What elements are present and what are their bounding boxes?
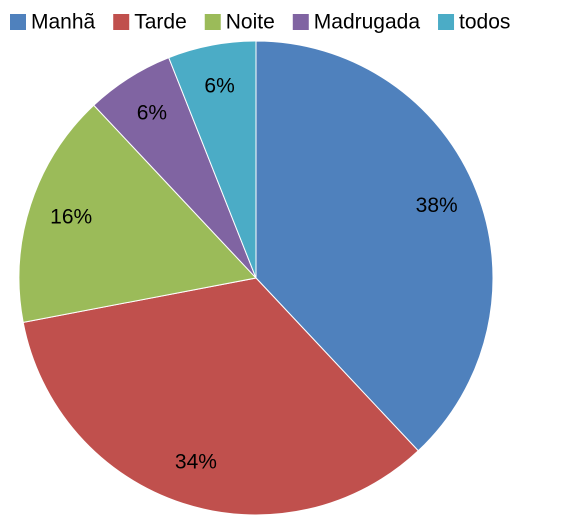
data-label: 38% <box>416 194 458 217</box>
legend-label: Noite <box>226 11 275 34</box>
legend-swatch <box>204 14 221 30</box>
legend-label: Madrugada <box>314 11 421 34</box>
data-label: 6% <box>204 75 234 98</box>
legend-label: Tarde <box>134 11 187 34</box>
legend-swatch <box>438 14 455 30</box>
data-label: 16% <box>50 205 92 228</box>
legend-label: Manhã <box>31 11 96 34</box>
legend-swatch <box>10 14 26 30</box>
pie-slice <box>22 277 419 515</box>
data-label: 6% <box>137 101 167 124</box>
legend: Manhã Tarde Noite Madrugada todos <box>10 11 510 34</box>
legend-label: todos <box>459 11 510 34</box>
legend-swatch <box>292 14 309 30</box>
pie-slice <box>18 104 257 323</box>
data-label: 34% <box>175 450 217 473</box>
legend-swatch <box>113 14 130 30</box>
pie-slice <box>168 40 257 279</box>
pie-slice <box>255 40 494 452</box>
